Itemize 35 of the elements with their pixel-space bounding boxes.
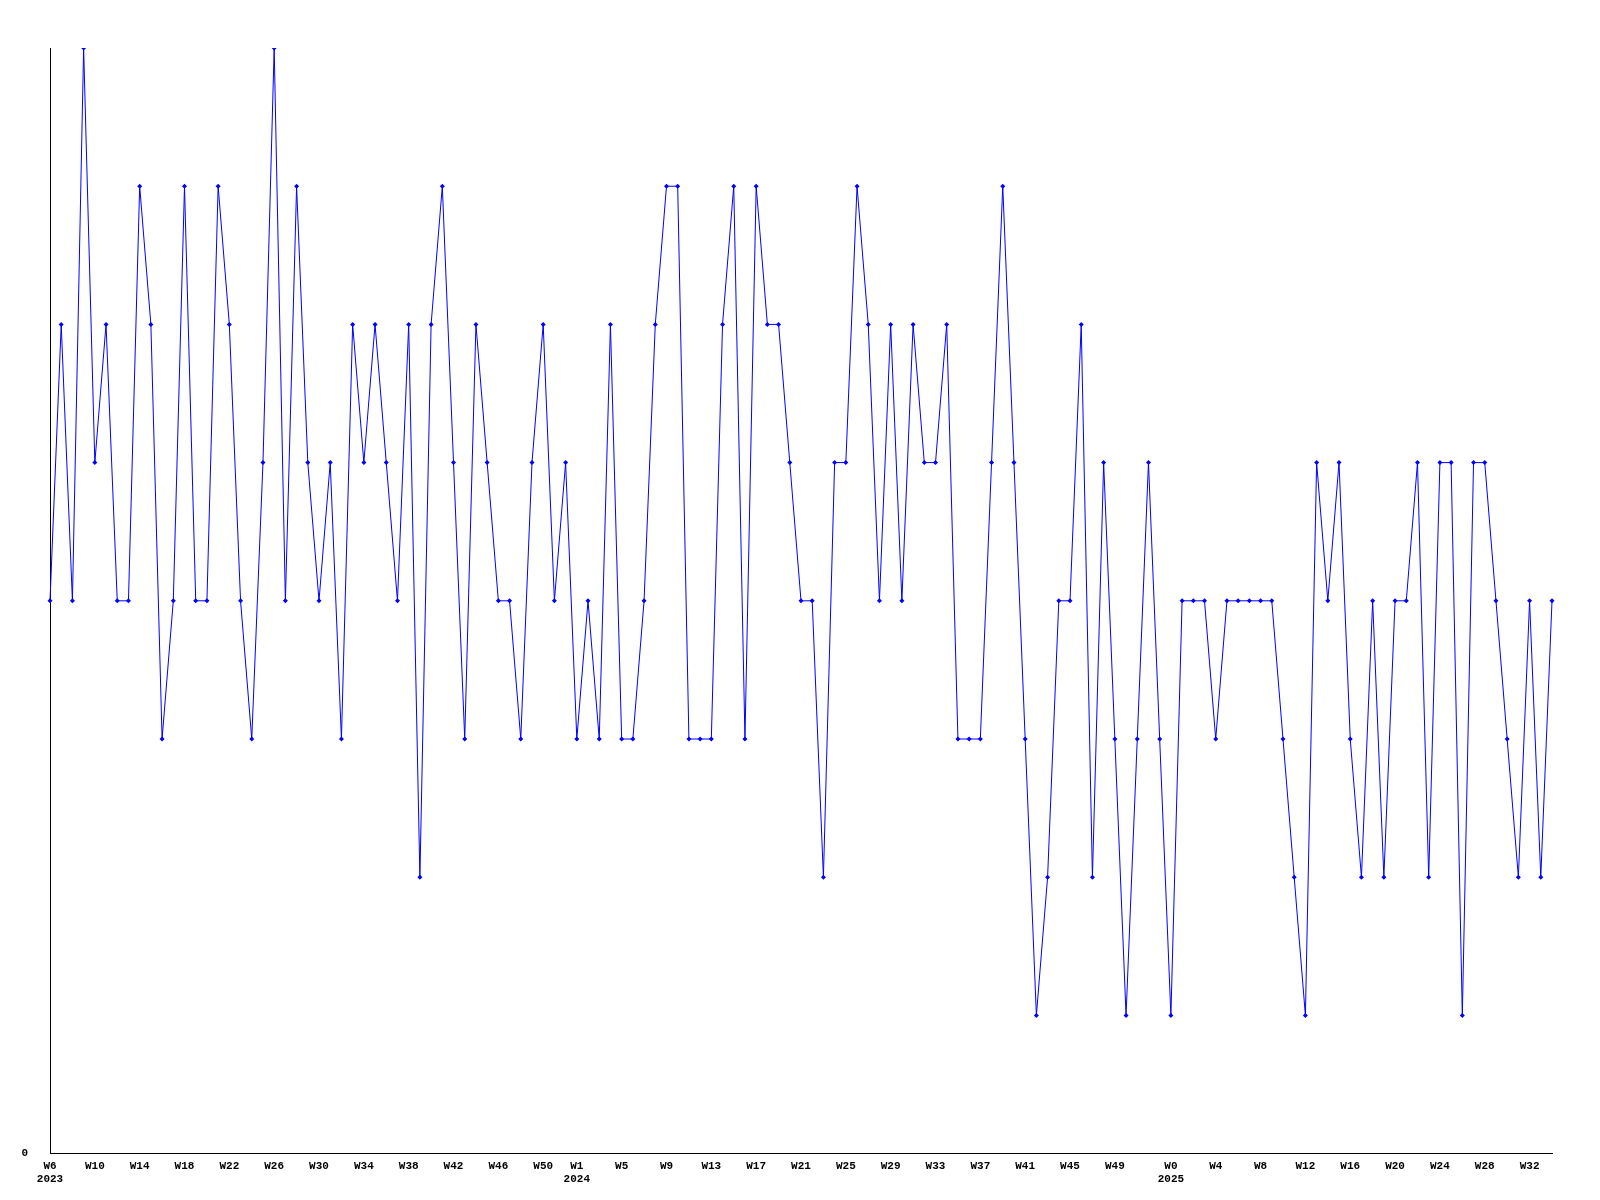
x-tick-label: W33 — [925, 1159, 946, 1172]
x-tick-label: W46 — [488, 1159, 509, 1172]
x-tick-label: W28 — [1474, 1159, 1496, 1172]
x-tick-label: W17 — [746, 1159, 767, 1172]
x-tick-label: W0 2025 — [1157, 1159, 1185, 1186]
x-tick-label: W41 — [1015, 1159, 1036, 1172]
x-tick-label: W14 — [129, 1159, 150, 1172]
x-tick-label: W32 — [1519, 1159, 1540, 1172]
text: 0 — [21, 1147, 28, 1160]
x-tick-label: W20 — [1385, 1159, 1405, 1172]
x-tick-label: W30 — [309, 1159, 329, 1172]
x-tick-label: W22 — [219, 1159, 240, 1172]
x-tick-label: W4 — [1209, 1159, 1223, 1172]
x-tick-label: W26 — [264, 1159, 285, 1172]
x-tick-label: W42 — [443, 1159, 464, 1172]
x-tick-label: W6 2023 — [36, 1159, 64, 1186]
x-tick-label: W45 — [1060, 1159, 1081, 1172]
x-tick-label: W1 2024 — [563, 1159, 591, 1186]
x-tick-label: W5 — [615, 1159, 629, 1172]
x-tick-label: W21 — [791, 1159, 812, 1172]
x-tick-label: W49 — [1104, 1159, 1125, 1172]
x-tick-label: W50 — [533, 1159, 554, 1172]
x-tick-label: W34 — [353, 1159, 375, 1172]
x-tick-label: W38 — [398, 1159, 419, 1172]
x-tick-label: W9 — [659, 1159, 674, 1172]
x-tick-label: W24 — [1430, 1159, 1451, 1172]
x-tick-label: W13 — [701, 1159, 722, 1172]
x-tick-label: W12 — [1295, 1159, 1316, 1172]
x-tick-label: W16 — [1340, 1159, 1361, 1172]
x-tick-label: W8 — [1253, 1159, 1268, 1172]
x-tick-label: W25 — [835, 1159, 857, 1172]
x-tick-label: W10 — [84, 1159, 105, 1172]
x-tick-label: W37 — [970, 1159, 991, 1172]
x-tick-label: W29 — [880, 1159, 901, 1172]
x-tick-label: W18 — [174, 1159, 195, 1172]
